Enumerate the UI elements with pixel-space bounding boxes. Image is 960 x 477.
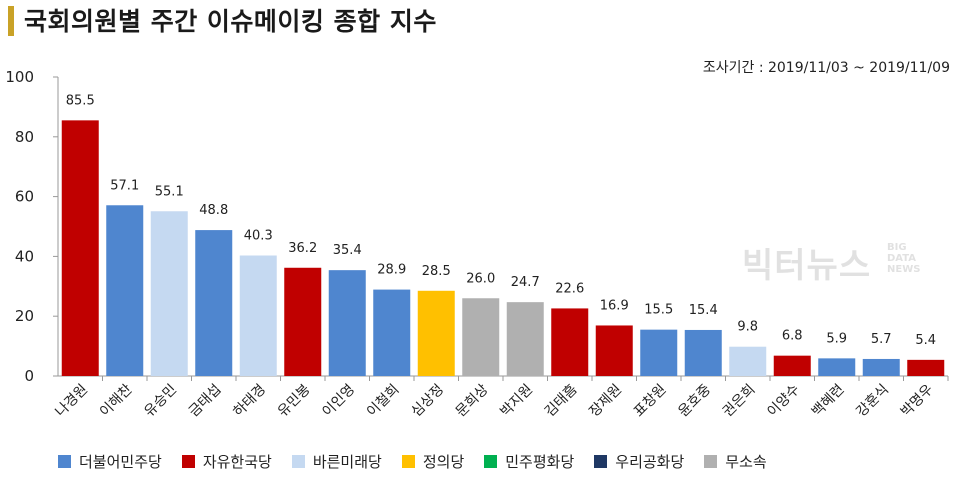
legend-swatch — [401, 454, 415, 468]
legend-swatch — [291, 454, 305, 468]
x-tick-label: 심상정 — [408, 382, 447, 421]
x-tick-label: 권은희 — [720, 382, 759, 421]
y-tick-label: 20 — [15, 307, 34, 325]
x-tick-label: 문희상 — [453, 381, 492, 420]
data-label: 5.4 — [915, 333, 936, 348]
data-label: 36.2 — [288, 241, 317, 256]
bar — [551, 308, 589, 376]
x-tick-label: 나경원 — [52, 382, 91, 421]
legend-item: 바른미래당 — [291, 451, 382, 472]
legend-swatch — [181, 454, 195, 468]
legend-swatch — [58, 454, 71, 468]
legend-label: 자유한국당 — [202, 452, 272, 471]
watermark-text: 빅터뉴스 — [742, 246, 872, 286]
bar — [417, 290, 455, 376]
bar — [773, 355, 811, 376]
legend-label: 민주평화당 — [505, 452, 575, 471]
y-tick-label: 100 — [5, 68, 34, 86]
bar — [328, 270, 366, 376]
legend-label: 무소속 — [725, 452, 767, 471]
legend-label: 우리공화당 — [615, 452, 685, 471]
data-label: 6.8 — [782, 329, 803, 344]
data-label: 40.3 — [244, 229, 273, 244]
data-label: 35.4 — [333, 243, 362, 258]
data-label: 16.9 — [600, 298, 629, 313]
data-label: 28.5 — [422, 264, 451, 279]
x-tick-label: 윤호중 — [675, 381, 714, 420]
bar — [106, 205, 144, 376]
bar — [195, 230, 233, 376]
legend-item: 자유한국당 — [181, 451, 272, 472]
data-label: 15.5 — [644, 303, 673, 318]
x-tick-label: 백혜련 — [809, 382, 848, 421]
y-tick-label: 60 — [15, 188, 34, 206]
legend-label: 더불어민주당 — [79, 452, 162, 471]
bar — [506, 302, 544, 376]
bar — [818, 358, 856, 376]
bar — [640, 329, 678, 376]
legend-item: 민주평화당 — [484, 451, 574, 472]
legend-swatch — [594, 454, 608, 468]
legend-item: 정의당 — [401, 451, 465, 472]
title-accent-bar — [8, 6, 14, 36]
watermark-sub-2: DATA — [887, 253, 917, 264]
watermark-sub-1: BIG — [887, 242, 907, 253]
y-tick-label: 80 — [15, 128, 34, 146]
bar — [284, 267, 322, 376]
data-label: 26.0 — [466, 271, 495, 286]
y-tick-label: 40 — [15, 247, 34, 265]
watermark-sub-3: NEWS — [887, 264, 921, 275]
legend-swatch — [704, 454, 718, 468]
survey-period: 조사기간 : 2019/11/03 ~ 2019/11/09 — [702, 60, 950, 76]
x-tick-label: 이해찬 — [97, 381, 136, 420]
bar — [239, 255, 277, 376]
bar — [150, 211, 188, 376]
x-tick-label: 박지원 — [497, 382, 536, 421]
data-label: 85.5 — [66, 93, 95, 108]
y-tick-label: 0 — [24, 367, 34, 385]
legend: 더불어민주당 자유한국당 바른미래당 정의당 민주평화당 우리공화당 무소속 — [58, 451, 787, 471]
x-tick-label: 금태섭 — [186, 382, 225, 421]
bar — [907, 359, 945, 376]
bar — [862, 358, 900, 376]
data-label: 9.8 — [737, 320, 758, 335]
x-tick-label: 유민봉 — [275, 381, 314, 420]
data-label: 57.1 — [110, 178, 139, 193]
bar — [61, 120, 99, 376]
legend-label: 정의당 — [422, 452, 465, 471]
x-tick-label: 강훈식 — [853, 382, 892, 421]
legend-swatch — [484, 454, 498, 468]
bar — [462, 298, 500, 376]
x-tick-label: 이인영 — [319, 382, 358, 421]
data-label: 48.8 — [199, 203, 228, 218]
bar — [729, 346, 767, 376]
x-tick-label: 유승민 — [141, 382, 180, 421]
x-tick-label: 이양수 — [764, 381, 803, 420]
legend-item: 우리공화당 — [594, 451, 684, 472]
legend-item: 무소속 — [704, 451, 767, 472]
data-label: 5.7 — [871, 332, 892, 347]
x-tick-label: 이철희 — [364, 382, 403, 421]
data-label: 15.4 — [689, 303, 718, 318]
bar — [595, 325, 633, 376]
x-tick-label: 장제원 — [586, 382, 625, 421]
bar — [373, 289, 411, 376]
data-label: 55.1 — [155, 184, 184, 199]
chart-title: 국회의원별 주간 이슈메이킹 종합 지수 — [24, 7, 437, 36]
bar-chart: 0 20 40 60 80 100 85.5 나경원 57.1 이해찬 55.1 유승민 48.8 금태섭… — [5, 68, 949, 421]
watermark-logo: 빅터뉴스 BIG DATA NEWS — [742, 238, 932, 288]
x-tick-label: 표창원 — [631, 382, 670, 421]
data-label: 5.9 — [826, 331, 847, 346]
legend-item: 더불어민주당 — [58, 451, 162, 472]
bar — [684, 329, 722, 376]
data-label: 22.6 — [555, 281, 584, 296]
legend-label: 바른미래당 — [312, 452, 382, 471]
x-tick-label: 하태경 — [230, 382, 269, 421]
data-label: 24.7 — [511, 275, 540, 290]
watermark-subtext: BIG DATA NEWS — [887, 242, 920, 275]
x-tick-label: 김태흠 — [542, 381, 581, 420]
data-label: 28.9 — [377, 263, 406, 278]
x-tick-label: 박명우 — [898, 381, 937, 420]
